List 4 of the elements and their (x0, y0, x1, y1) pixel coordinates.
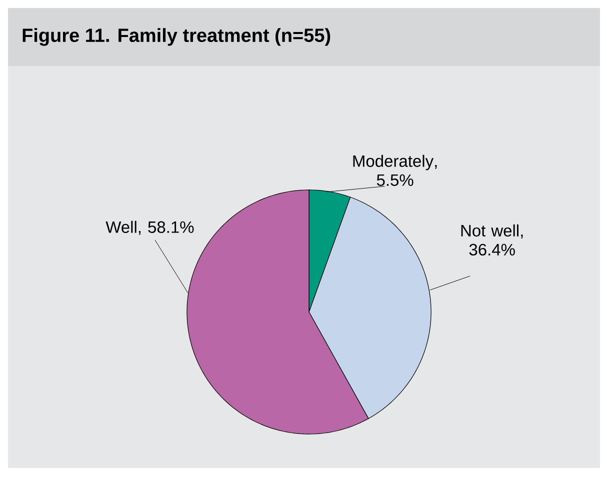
slice-label: Not well (461, 224, 518, 237)
slice-label: Well (106, 220, 136, 233)
chart-title: Figure 11. Family treatment (n=55) (22, 28, 330, 46)
data-label: , 58.1% (138, 221, 194, 235)
